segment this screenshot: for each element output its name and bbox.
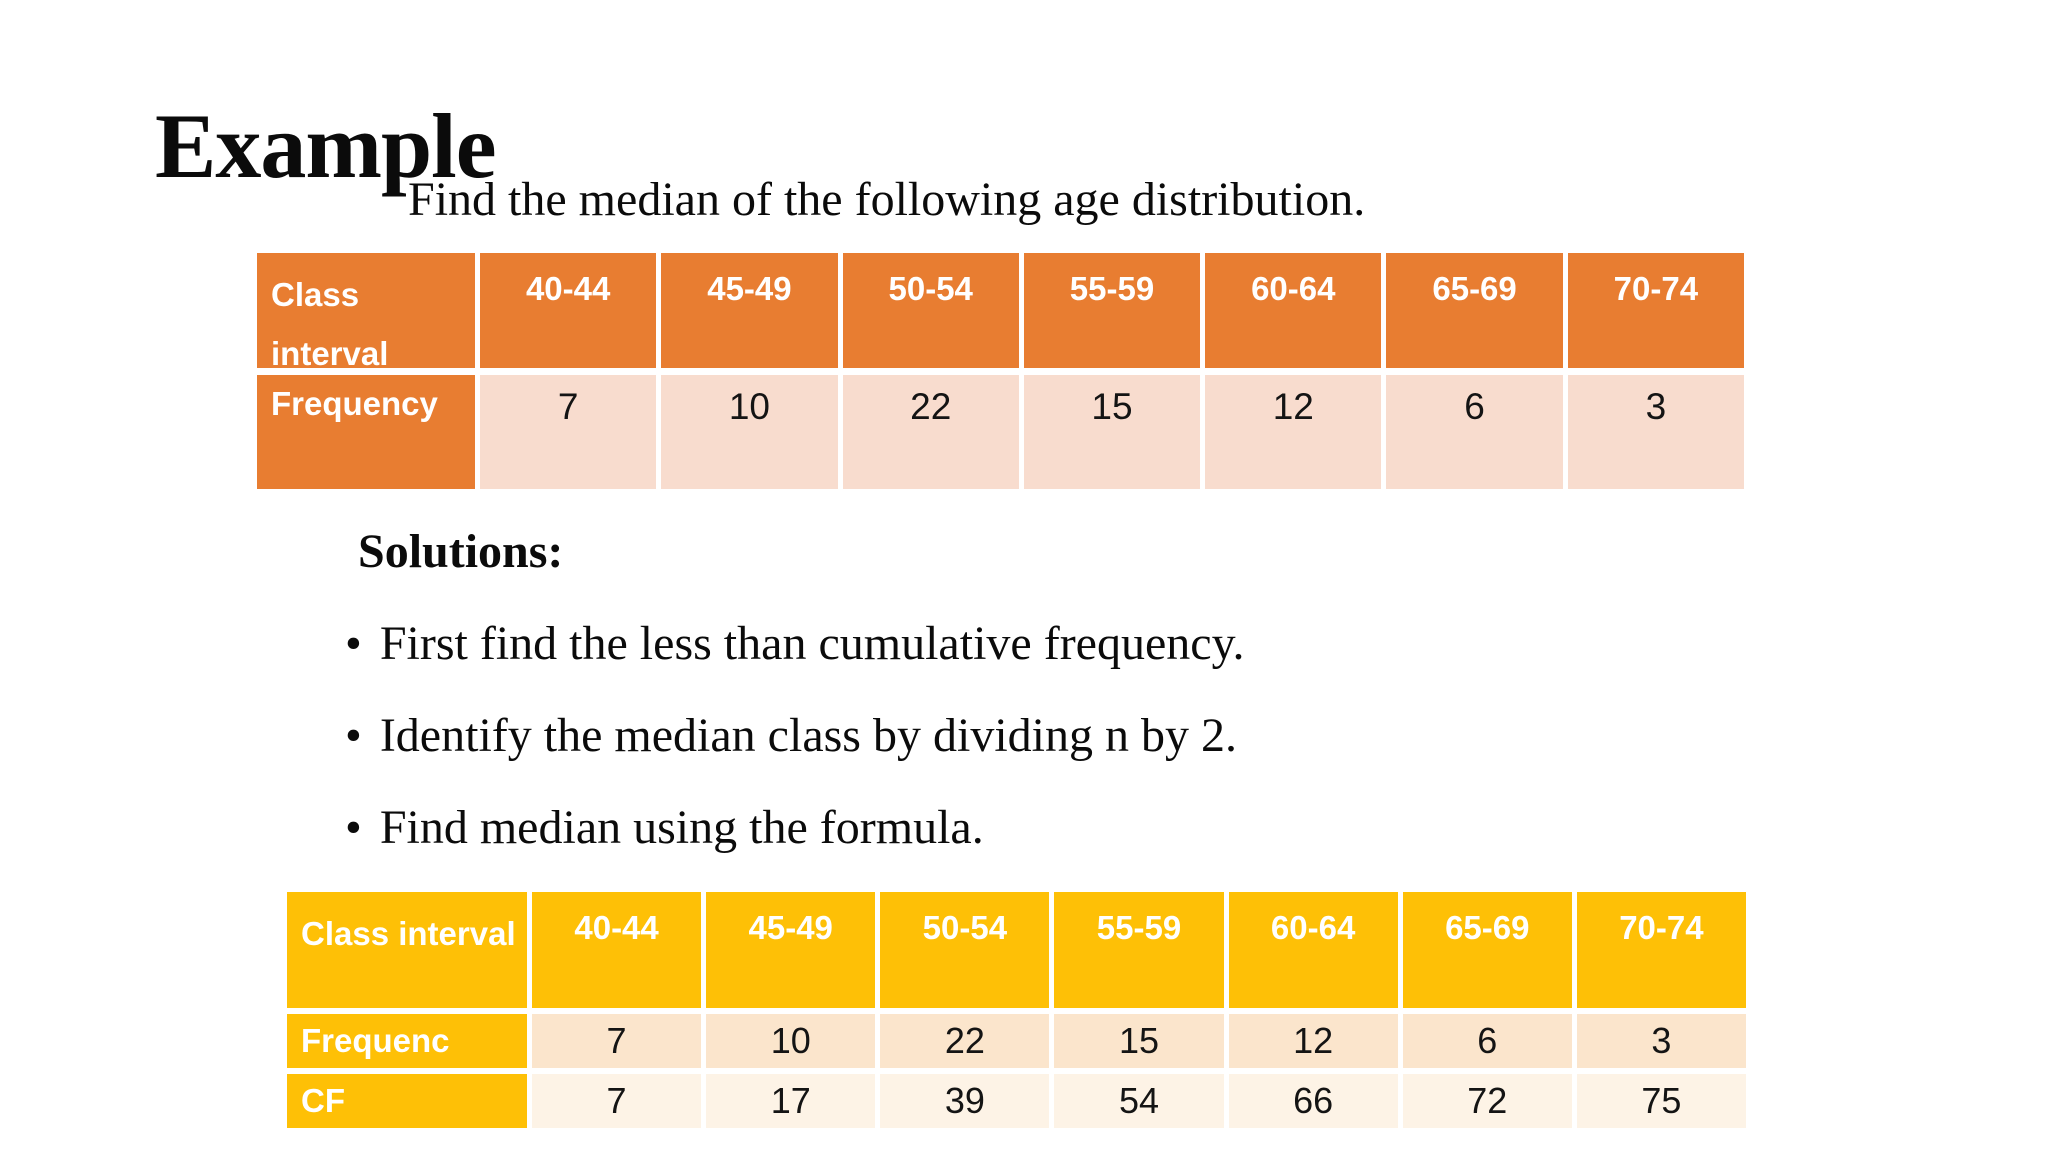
table1-frequency-cell: 22 [842,375,1019,489]
slide-title: Example [155,95,497,197]
table2-cf-cell: 39 [880,1074,1050,1128]
table1-frequency-cell: 12 [1205,375,1382,489]
table2-frequency-cell: 6 [1402,1014,1572,1068]
table1-frequency-cell: 3 [1567,375,1744,489]
table2-col-header: 65-69 [1402,892,1572,1008]
table2-frequency-row-label: Frequenc [287,1014,527,1068]
table2-cf-cell: 17 [706,1074,876,1128]
table2-col-header: 50-54 [880,892,1050,1008]
table2-frequency-cell: 3 [1576,1014,1746,1068]
solution-bullet-3: • Find median using the formula. [345,800,984,855]
table2-cf-cell: 7 [532,1074,702,1128]
solution-bullet-1-text: First find the less than cumulative freq… [379,617,1245,670]
table1-frequency-cell: 6 [1386,375,1563,489]
table2-col-header: 70-74 [1576,892,1746,1008]
table2-cf-cell: 54 [1054,1074,1224,1128]
table1-col-header: 70-74 [1567,253,1744,368]
table1-col-header: 60-64 [1205,253,1382,368]
table2-frequency-cell: 22 [880,1014,1050,1068]
bullet-icon: • [345,709,362,762]
table1-frequency-cell: 15 [1023,375,1201,489]
table1-frequency-cell: 10 [661,375,838,489]
table1-frequency-cell: 7 [480,375,657,489]
age-distribution-table: Class interval 40-44 45-49 50-54 55-59 6… [257,253,1744,489]
table2-frequency-cell: 7 [532,1014,702,1068]
solution-bullet-3-text: Find median using the formula. [379,801,984,854]
solution-bullet-1: • First find the less than cumulative fre… [345,616,1244,671]
table1-frequency-row-label: Frequency [257,375,475,489]
solutions-heading: Solutions: [358,525,564,578]
solution-bullet-2: • Identify the median class by dividing n… [345,708,1237,763]
table1-header-label: Class interval [257,253,475,368]
slide-subtitle: Find the median of the following age dis… [408,173,1366,226]
table1-col-header: 50-54 [842,253,1019,368]
table2-col-header: 55-59 [1054,892,1224,1008]
table1-col-header: 65-69 [1386,253,1563,368]
table2-header-label: Class interval [287,892,527,1008]
table2-cf-row-label: CF [287,1074,527,1128]
bullet-icon: • [345,617,362,670]
bullet-icon: • [345,801,362,854]
table1-col-header: 40-44 [480,253,657,368]
table1-col-header: 45-49 [661,253,838,368]
table2-frequency-cell: 10 [706,1014,876,1068]
table1-col-header: 55-59 [1023,253,1201,368]
cumulative-frequency-table: Class interval 40-44 45-49 50-54 55-59 6… [287,892,1746,1128]
table2-col-header: 40-44 [532,892,702,1008]
table2-col-header: 45-49 [706,892,876,1008]
table2-frequency-cell: 12 [1228,1014,1398,1068]
table2-col-header: 60-64 [1228,892,1398,1008]
solution-bullet-2-text: Identify the median class by dividing n … [379,709,1237,762]
table2-cf-cell: 75 [1576,1074,1746,1128]
table2-cf-cell: 72 [1402,1074,1572,1128]
table2-frequency-cell: 15 [1054,1014,1224,1068]
table2-cf-cell: 66 [1228,1074,1398,1128]
